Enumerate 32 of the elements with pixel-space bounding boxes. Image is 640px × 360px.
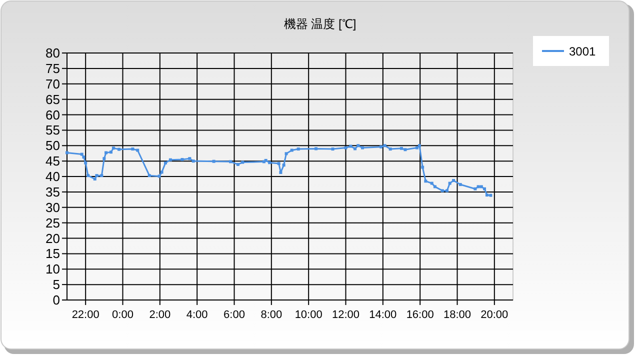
y-tick-label: 80 (46, 46, 60, 60)
y-tick-label: 50 (46, 138, 60, 154)
legend-label: 3001 (569, 44, 596, 58)
y-tick-label: 70 (46, 76, 60, 92)
y-tick-label: 25 (46, 215, 60, 230)
y-tick-label: 5 (52, 277, 60, 292)
y-tick-label: 15 (46, 246, 60, 262)
x-tick-label: 20:00 (480, 309, 508, 321)
x-tick-label: 8:00 (260, 309, 282, 321)
y-tick-label: 75 (46, 60, 60, 76)
x-tick-label: 6:00 (224, 309, 245, 321)
y-tick-label: 30 (46, 200, 60, 215)
chart-title: 機器 温度 [℃] (284, 17, 356, 31)
y-tick-label: 0 (52, 292, 60, 308)
x-tick-label: 22:00 (72, 309, 100, 321)
legend: 3001 (533, 36, 609, 66)
y-tick-label: 45 (46, 154, 60, 169)
y-tick-label: 65 (46, 92, 60, 107)
x-tick-label: 12:00 (332, 309, 360, 321)
x-tick-label: 18:00 (443, 309, 472, 321)
x-tick-label: 0:00 (112, 309, 134, 321)
x-tick-label: 14:00 (369, 309, 397, 321)
y-tick-label: 40 (46, 169, 60, 184)
y-tick-label: 55 (46, 122, 60, 138)
y-tick-label: 10 (46, 262, 60, 277)
y-tick-label: 20 (46, 230, 60, 246)
x-tick-label: 4:00 (186, 309, 208, 321)
x-tick-label: 16:00 (406, 309, 434, 321)
y-tick-label: 35 (46, 184, 60, 200)
x-tick-label: 10:00 (294, 309, 322, 321)
x-tick-label: 2:00 (149, 309, 171, 321)
y-tick-label: 60 (46, 107, 60, 122)
